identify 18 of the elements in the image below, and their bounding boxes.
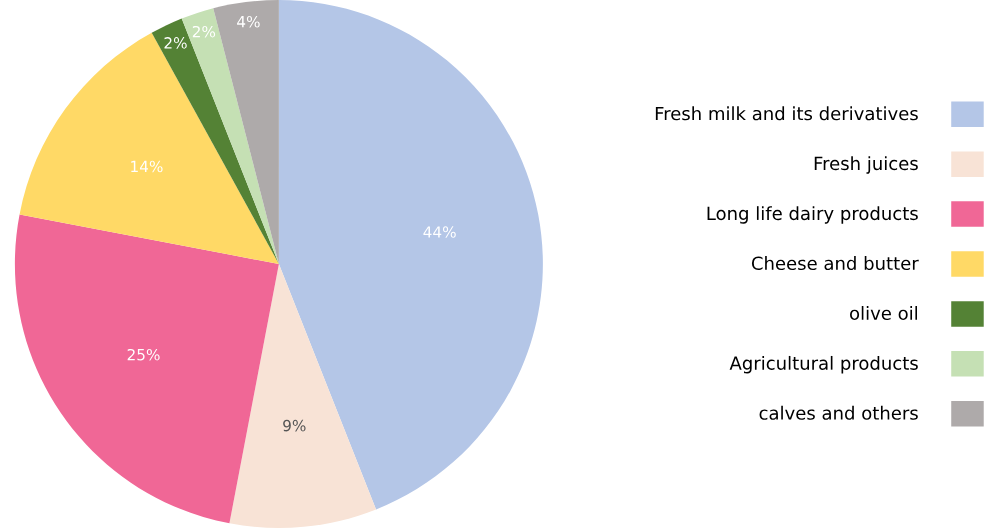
data-label: 2% <box>192 25 216 38</box>
legend-label: olive oil <box>850 306 918 320</box>
legend-label: Long life dairy products <box>707 206 918 224</box>
data-label: 9% <box>283 419 306 432</box>
legend-label: Cheese and butter <box>751 256 919 271</box>
pie-slice <box>213 0 279 264</box>
pie-slice <box>229 264 377 528</box>
pie-slice <box>14 214 279 524</box>
pie-slice <box>278 0 543 510</box>
legend-label: Fresh milk and its derivatives <box>655 106 918 121</box>
legend-label: Fresh juices <box>814 156 918 174</box>
legend-label: calves and others <box>759 405 918 420</box>
legend-label: Agricultural products <box>729 355 918 374</box>
data-label: 2% <box>164 37 187 49</box>
data-label: 44% <box>423 226 456 238</box>
data-label: 4% <box>237 15 260 28</box>
data-label: 25% <box>127 348 160 361</box>
data-label: 14% <box>131 160 163 173</box>
